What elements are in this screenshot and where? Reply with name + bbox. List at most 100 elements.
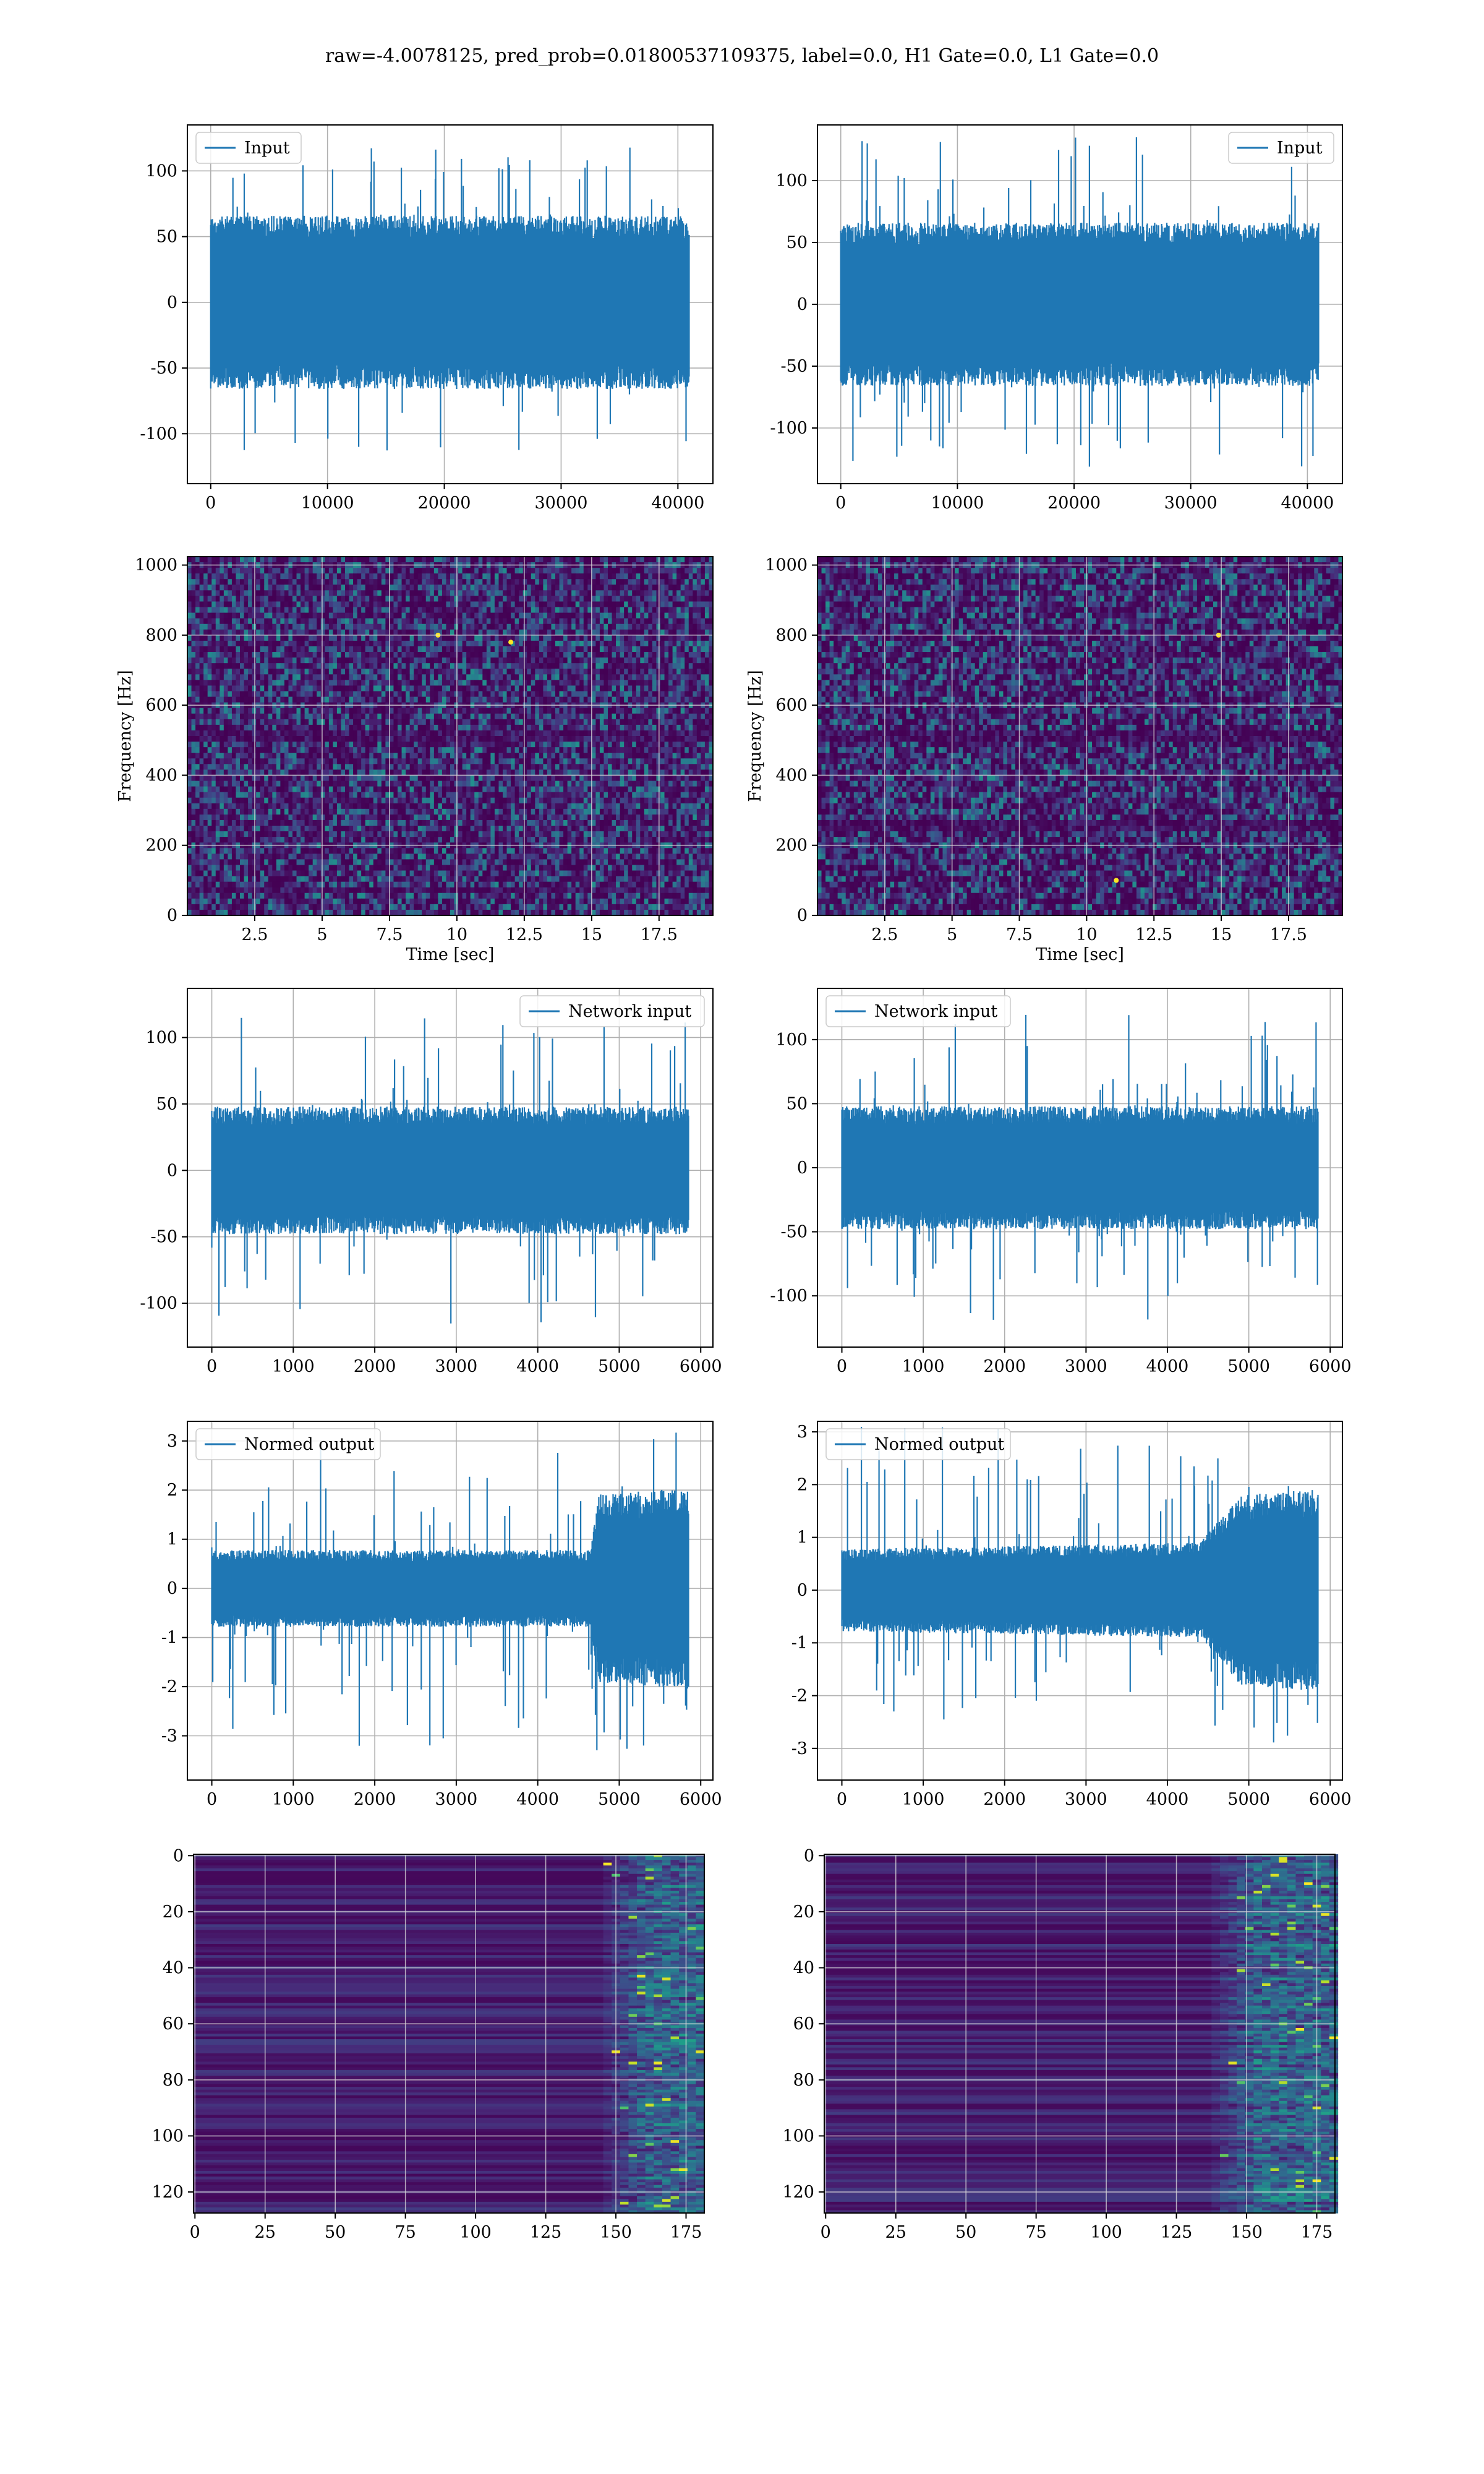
spectrogram-cell bbox=[620, 674, 625, 680]
spectrogram-cell bbox=[636, 623, 641, 630]
spectrogram-cell bbox=[398, 584, 403, 591]
spectrogram-cell bbox=[244, 764, 249, 770]
x-tick-label: 0 bbox=[205, 494, 216, 513]
spectrogram-cell bbox=[260, 713, 265, 720]
spectrogram-cell bbox=[231, 573, 237, 580]
spectrogram-cell bbox=[317, 568, 322, 574]
spectrogram-cell bbox=[636, 680, 641, 687]
spectrogram-cell bbox=[498, 713, 503, 720]
spectrogram-cell bbox=[228, 713, 232, 720]
spectrogram-cell bbox=[231, 691, 237, 698]
spectrogram-cell bbox=[341, 629, 346, 636]
spectrogram-cell bbox=[531, 579, 535, 585]
spectrogram-cell bbox=[555, 747, 560, 753]
spectrogram-cell bbox=[660, 730, 665, 737]
spectrogram-cell bbox=[284, 652, 289, 658]
spectrogram-cell bbox=[676, 579, 681, 585]
spectrogram-cell bbox=[389, 618, 394, 625]
spectrogram-cell bbox=[336, 674, 342, 680]
spectrogram-cell bbox=[551, 573, 556, 580]
spectrogram-cell bbox=[587, 724, 592, 731]
spectrogram-cell bbox=[664, 623, 669, 630]
spectrogram-cell bbox=[207, 584, 212, 591]
spectrogram-cell bbox=[240, 764, 245, 770]
spectrogram-cell bbox=[292, 742, 297, 748]
spectrogram-cell bbox=[191, 719, 196, 726]
spectrogram-cell bbox=[317, 691, 322, 698]
spectrogram-cell bbox=[309, 730, 313, 737]
spectrogram-cell bbox=[567, 691, 572, 698]
spectrogram-cell bbox=[575, 573, 580, 580]
spectrogram-cell bbox=[280, 618, 285, 625]
spectrogram-cell bbox=[248, 596, 253, 602]
spectrogram-cell bbox=[474, 657, 479, 664]
spectrogram-cell bbox=[620, 568, 625, 574]
spectrogram-cell bbox=[486, 696, 491, 703]
spectrogram-cell bbox=[527, 691, 532, 698]
spectrogram-cell bbox=[571, 618, 576, 625]
spectrogram-cell bbox=[660, 708, 665, 714]
spectrogram-cell bbox=[320, 719, 325, 726]
spectrogram-cell bbox=[349, 640, 354, 647]
y-tick-label: 100 bbox=[145, 161, 177, 181]
spectrogram-cell bbox=[373, 618, 378, 625]
spectrogram-cell bbox=[672, 612, 677, 619]
spectrogram-cell bbox=[211, 730, 216, 737]
spectrogram-cell bbox=[539, 596, 544, 602]
spectrogram-cell bbox=[409, 669, 414, 675]
spectrogram-cell bbox=[583, 719, 588, 726]
spectrogram-cell bbox=[288, 618, 293, 625]
spectrogram-cell bbox=[672, 579, 677, 585]
spectrogram-cell bbox=[543, 691, 548, 698]
spectrogram-cell bbox=[555, 646, 560, 653]
spectrogram-cell bbox=[575, 657, 580, 664]
spectrogram-cell bbox=[409, 568, 414, 574]
spectrogram-cell bbox=[381, 573, 386, 580]
spectrogram-cell bbox=[603, 646, 608, 653]
spectrogram-cell bbox=[280, 669, 285, 675]
spectrogram-cell bbox=[506, 618, 511, 625]
spectrogram-cell bbox=[417, 612, 422, 619]
spectrogram-cell bbox=[365, 708, 370, 714]
spectrogram-cell bbox=[215, 724, 220, 731]
spectrogram-cell bbox=[696, 719, 701, 726]
spectrogram-cell bbox=[511, 640, 516, 647]
spectrogram-cell bbox=[676, 742, 681, 748]
spectrogram-cell bbox=[320, 568, 325, 574]
spectrogram-cell bbox=[709, 646, 714, 653]
spectrogram-cell bbox=[288, 719, 293, 726]
spectrogram-cell bbox=[268, 708, 273, 714]
spectrogram-cell bbox=[361, 590, 366, 597]
spectrogram-cell bbox=[555, 607, 560, 614]
spectrogram-cell bbox=[446, 758, 451, 764]
spectrogram-cell bbox=[474, 579, 479, 585]
spectrogram-cell bbox=[187, 669, 192, 675]
spectrogram-cell bbox=[328, 601, 333, 608]
spectrogram-cell bbox=[668, 640, 673, 647]
spectrogram-cell bbox=[211, 736, 216, 742]
spectrogram-cell bbox=[240, 753, 245, 759]
spectrogram-cell bbox=[624, 674, 629, 680]
spectrogram-cell bbox=[466, 747, 471, 753]
spectrogram-cell bbox=[264, 618, 269, 625]
spectrogram-cell bbox=[284, 646, 289, 653]
spectrogram-cell bbox=[301, 685, 305, 692]
spectrogram-cell bbox=[506, 724, 511, 731]
spectrogram-cell bbox=[583, 579, 588, 585]
spectrogram-cell bbox=[430, 719, 435, 726]
spectrogram-cell bbox=[551, 685, 556, 692]
spectrogram-cell bbox=[336, 557, 342, 563]
spectrogram-cell bbox=[220, 713, 224, 720]
spectrogram-cell bbox=[660, 623, 665, 630]
spectrogram-cell bbox=[401, 579, 406, 585]
spectrogram-cell bbox=[191, 742, 196, 748]
spectrogram-cell bbox=[365, 657, 370, 664]
spectrogram-cell bbox=[474, 629, 479, 636]
spectrogram-cell bbox=[571, 730, 576, 737]
spectrogram-cell bbox=[414, 596, 419, 602]
spectrogram-cell bbox=[328, 713, 333, 720]
spectrogram-cell bbox=[328, 680, 333, 687]
spectrogram-cell bbox=[272, 652, 277, 658]
spectrogram-cell bbox=[215, 758, 220, 764]
spectrogram-cell bbox=[296, 753, 301, 759]
